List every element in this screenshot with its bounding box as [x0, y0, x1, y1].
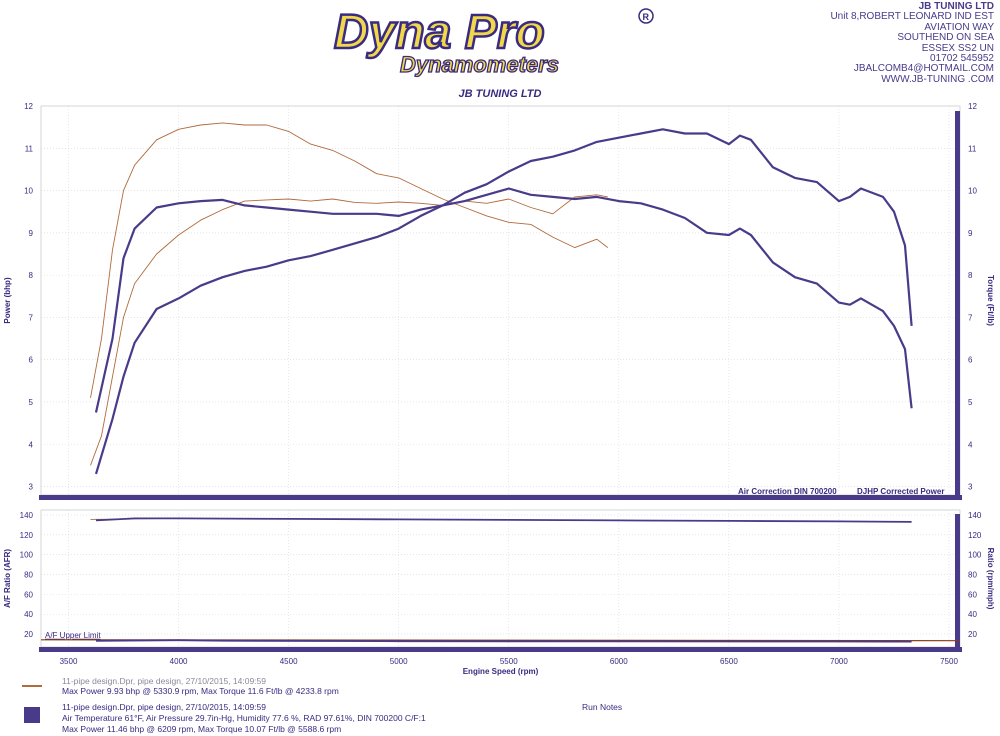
company-line: JBALCOMB4@HOTMAIL.COM: [853, 63, 994, 75]
y-tick-label-right: 9: [968, 229, 973, 238]
dynapro-logo: Dyna Pro R Dynamometers: [333, 5, 654, 78]
y-tick-label-left: 11: [25, 144, 34, 153]
y-tick-label-left: 9: [29, 229, 34, 238]
x-tick-label: 6500: [720, 657, 738, 666]
company-info: JB TUNING LTD Unit 8,ROBERT LEONARD IND …: [830, 1, 994, 85]
x-tick-label: 5500: [500, 657, 518, 666]
x-tick-label: 6000: [610, 657, 628, 666]
series-line-torque-run1: [90, 122, 609, 398]
run1-swatch: [22, 685, 42, 687]
x-tick-label: 4500: [280, 657, 298, 666]
y-tick-label-left: 5: [29, 398, 34, 407]
y-tick-label-right: 5: [968, 398, 973, 407]
y-tick-label-right: 7: [968, 313, 973, 322]
y-tick-label-left: 7: [29, 313, 34, 322]
y-tick-label-left: 10: [24, 187, 33, 196]
y-tick-label-right: 60: [968, 590, 977, 599]
company-line: WWW.JB-TUNING .COM: [881, 73, 994, 85]
y-tick-label-right: 3: [968, 483, 973, 492]
air-correction-note: Air Correction DIN 700200: [738, 487, 837, 496]
y-tick-label-right: 120: [968, 531, 982, 540]
legend-run2-summary: Max Power 11.46 bhp @ 6209 rpm, Max Torq…: [62, 724, 342, 734]
y-tick-label-left: 4: [29, 440, 34, 449]
x-tick-label: 7000: [830, 657, 848, 666]
chart-title: JB TUNING LTD: [458, 88, 542, 100]
company-line: Unit 8,ROBERT LEONARD IND EST: [830, 11, 994, 23]
y-tick-label-right: 140: [968, 511, 982, 520]
dyno-chart: 3 3 4 4 5 5 6 6 7 7 8 8 9 9 10 10 11 11 12 12 Power (bhp) Tor…: [3, 102, 995, 676]
series-line-afr-run2: [95, 639, 912, 643]
company-line: ESSEX SS2 UN: [921, 42, 994, 54]
y-tick-label-left: 140: [20, 511, 34, 520]
lower-x-axis-bar: [39, 647, 962, 652]
lower-plot-frame: [40, 509, 961, 648]
y-tick-label-left: 6: [29, 356, 34, 365]
y-tick-label-right: 6: [968, 356, 973, 365]
afr-limit-label: A/F Upper Limit: [45, 631, 101, 640]
y-tick-label-right: 10: [968, 187, 977, 196]
y-tick-label-left: 12: [24, 102, 33, 111]
y-tick-label-right: 100: [968, 551, 982, 560]
upper-x-axis-bar: [39, 495, 962, 500]
y-tick-label-left: 8: [29, 271, 34, 280]
y-tick-label-left: 100: [20, 551, 34, 560]
y-tick-label-right: 40: [968, 610, 977, 619]
x-tick-label: 5000: [390, 657, 408, 666]
run-notes-link[interactable]: Run Notes: [582, 702, 623, 712]
legend-run1-header: 11-pipe design.Dpr, pipe design, 27/10/2…: [62, 676, 266, 686]
y-tick-label-left: 3: [29, 483, 34, 492]
x-tick-label: 3500: [60, 657, 78, 666]
lower-right-axis-bar: [955, 514, 960, 647]
svg-text:Dynamometers: Dynamometers: [400, 52, 559, 77]
series-line-power-run2: [94, 128, 913, 475]
y-tick-label-left: 60: [24, 590, 33, 599]
y-tick-label-right: 11: [968, 144, 977, 153]
y-tick-label-left: 120: [20, 531, 34, 540]
y-tick-label-right: 20: [968, 630, 977, 639]
y-axis-label-right: Torque (Ft/lb): [986, 275, 995, 326]
legend-run2-conditions: Air Temperature 61°F, Air Pressure 29.7i…: [62, 713, 426, 723]
y-axis-label-right: Ratio (rpm/mph): [986, 548, 995, 610]
y-tick-label-right: 8: [968, 271, 973, 280]
run2-swatch: [24, 707, 40, 723]
y-axis-label-left: A/F Ratio (AFR): [3, 549, 12, 608]
y-tick-label-left: 40: [24, 610, 33, 619]
y-axis-label-left: Power (bhp): [3, 277, 12, 324]
svg-text:Dyna Pro: Dyna Pro: [334, 6, 545, 59]
series-line-torque-run2: [94, 187, 913, 413]
legend-run1-summary: Max Power 9.93 bhp @ 5330.9 rpm, Max Tor…: [62, 686, 339, 696]
y-tick-label-right: 4: [968, 440, 973, 449]
company-line: SOUTHEND ON SEA: [897, 32, 994, 44]
x-tick-label: 7500: [940, 657, 958, 666]
company-name: JB TUNING LTD: [918, 1, 994, 12]
corrected-power-note: DJHP Corrected Power: [857, 487, 944, 496]
legend-run2-header: 11-pipe design.Dpr, pipe design, 27/10/2…: [62, 702, 266, 712]
y-tick-label-left: 80: [24, 571, 33, 580]
series-line-ratio-run2: [95, 517, 912, 523]
y-tick-label-right: 12: [968, 102, 977, 111]
company-line: AVIATION WAY: [924, 21, 994, 33]
svg-text:R: R: [643, 12, 650, 22]
x-axis-label: Engine Speed (rpm): [463, 667, 539, 676]
series-line-power-run1: [90, 194, 608, 466]
company-line: 01702 545952: [930, 53, 994, 65]
legend: 11-pipe design.Dpr, pipe design, 27/10/2…: [0, 676, 1000, 736]
x-tick-label: 4000: [170, 657, 188, 666]
y-tick-label-right: 80: [968, 571, 977, 580]
y-tick-label-left: 20: [24, 630, 33, 639]
right-axis-bar: [955, 111, 960, 495]
